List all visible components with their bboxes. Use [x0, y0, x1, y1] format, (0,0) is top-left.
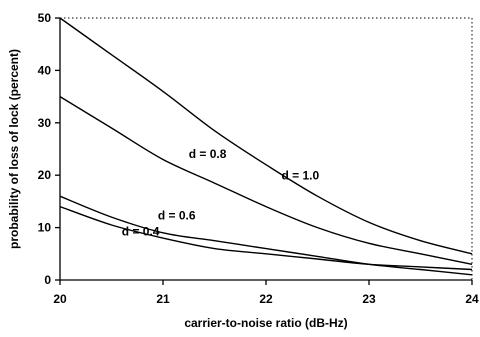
- series-line-d-0-6: [59, 195, 473, 276]
- y-tick-label: 30: [38, 116, 52, 130]
- x-axis-title: carrier-to-noise ratio (dB-Hz): [184, 316, 347, 330]
- y-tick-label: 50: [38, 11, 52, 25]
- series-label-d-0-4: d = 0.4: [122, 224, 160, 238]
- y-axis-title: probability of loss of lock (percent): [7, 49, 21, 249]
- y-tick-label: 10: [38, 221, 52, 235]
- x-tick-label: 24: [465, 292, 479, 306]
- y-tick-label: 20: [38, 168, 52, 182]
- plot-border: [60, 17, 473, 280]
- y-tick-label: 0: [44, 273, 51, 287]
- series-label-d-0-8: d = 0.8: [189, 147, 227, 161]
- series-line-d-0-8: [59, 96, 473, 265]
- y-tick-label: 40: [38, 63, 52, 77]
- x-tick-label: 21: [156, 292, 170, 306]
- series-line-d-0-4: [59, 205, 473, 271]
- series-label-d-1-0: d = 1.0: [281, 168, 319, 182]
- series-label-d-0-6: d = 0.6: [158, 209, 196, 223]
- series-line-d-1-0: [59, 17, 473, 255]
- x-tick-label: 22: [259, 292, 273, 306]
- x-tick-label: 23: [362, 292, 376, 306]
- x-tick-label: 20: [53, 292, 67, 306]
